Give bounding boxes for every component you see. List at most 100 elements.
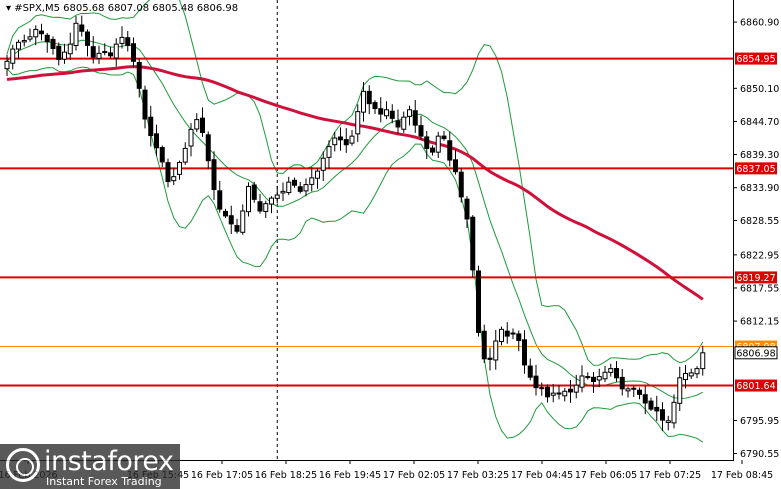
candle xyxy=(585,372,591,380)
candle xyxy=(148,105,154,147)
bollinger-lower xyxy=(6,66,704,443)
candle xyxy=(136,58,142,98)
candle xyxy=(286,176,292,196)
candle xyxy=(539,382,545,396)
candle xyxy=(424,130,430,160)
candle xyxy=(56,42,62,66)
candle xyxy=(234,218,240,234)
candle xyxy=(464,196,470,228)
candle xyxy=(435,131,441,158)
candle-body xyxy=(401,116,407,130)
candle xyxy=(171,167,177,186)
candle-body xyxy=(349,135,355,144)
candle-body xyxy=(246,185,251,213)
candle xyxy=(458,168,464,203)
candle-body xyxy=(113,43,119,59)
candle-body xyxy=(131,43,136,62)
price-tick-label: 6850.10 xyxy=(740,84,779,95)
header-marker-icon: ▾ xyxy=(6,3,15,14)
candle xyxy=(67,32,73,60)
candle-body xyxy=(154,133,159,149)
candle-body xyxy=(4,60,10,70)
level-label: 6854.95 xyxy=(736,54,775,65)
candle xyxy=(125,31,131,52)
candle-body xyxy=(234,225,240,232)
candle-body xyxy=(522,339,527,366)
candle xyxy=(102,43,108,56)
candle-body xyxy=(136,61,142,89)
time-tick-label: 17 Feb 07:25 xyxy=(639,470,701,481)
candle xyxy=(119,26,125,49)
level-label: 6837.05 xyxy=(736,164,775,175)
candle xyxy=(297,181,303,194)
price-tick-label: 6812.15 xyxy=(740,317,779,328)
candlesticks xyxy=(4,15,706,431)
time-tick-label: 16 Feb 19:45 xyxy=(319,470,381,481)
candle-body xyxy=(211,159,217,191)
candle-body xyxy=(171,176,177,182)
price-axis: 6860.90 6850.10 6844.70 6839.30 6833.90 6828.… xyxy=(733,18,779,460)
candle xyxy=(39,23,44,41)
candle-body xyxy=(165,162,171,183)
instaforex-watermark: instaforex Instant Forex Trading xyxy=(0,444,180,489)
bollinger-upper xyxy=(6,0,704,366)
moving-average-line xyxy=(6,65,704,301)
candle-body xyxy=(700,352,706,370)
candle-body xyxy=(39,30,44,35)
candle-body xyxy=(556,392,562,395)
candle xyxy=(579,365,585,393)
candle xyxy=(412,99,418,133)
candle-body xyxy=(602,371,608,380)
candle xyxy=(395,109,401,134)
level-label-box xyxy=(735,52,777,65)
time-tick-label: 17 Feb 04:45 xyxy=(511,470,573,481)
candle xyxy=(343,128,349,153)
candle xyxy=(430,145,435,156)
candle-body xyxy=(205,134,211,162)
candle xyxy=(418,115,424,140)
candle xyxy=(608,363,614,377)
candle-body xyxy=(591,376,596,382)
candle xyxy=(602,365,608,383)
candle xyxy=(257,193,263,214)
candle-body xyxy=(182,147,188,163)
candle-body xyxy=(315,170,320,179)
candle-body xyxy=(458,171,464,198)
candle xyxy=(280,182,286,202)
time-tick-label: 17 Feb 03:25 xyxy=(447,470,509,481)
candle-body xyxy=(79,24,85,32)
candle-body xyxy=(200,117,205,133)
candle xyxy=(487,347,493,371)
brand-name: instaforex xyxy=(44,446,174,477)
candle xyxy=(142,85,148,129)
candle xyxy=(573,374,579,399)
candle-body xyxy=(642,394,648,404)
level-label: 6819.27 xyxy=(736,273,775,284)
candle xyxy=(556,385,562,400)
candle xyxy=(182,142,188,165)
price-tick-label: 6790.55 xyxy=(740,449,779,460)
symbol-label: #SPX,M5 xyxy=(14,3,60,14)
candle-body xyxy=(148,116,154,137)
candle-body xyxy=(389,110,395,119)
candle-body xyxy=(142,89,148,120)
ohlc-values: 6805.68 6807.08 6805.48 6806.98 xyxy=(63,3,239,14)
candle-body xyxy=(85,31,90,46)
candle xyxy=(349,129,355,146)
candle xyxy=(113,38,119,67)
candle xyxy=(332,132,338,152)
candle-body xyxy=(665,420,671,423)
instaforex-logo-icon xyxy=(6,448,40,482)
candle xyxy=(522,330,527,374)
candle-body xyxy=(654,406,660,412)
candle xyxy=(568,379,573,403)
candle-body xyxy=(407,109,412,117)
candle xyxy=(654,395,660,422)
candle xyxy=(660,402,665,431)
candle-body xyxy=(453,159,458,173)
price-tick-label: 6860.90 xyxy=(740,18,779,29)
candle xyxy=(90,36,96,64)
price-tick-label: 6795.95 xyxy=(740,416,779,427)
candle-body xyxy=(90,46,96,58)
candle xyxy=(384,101,389,120)
